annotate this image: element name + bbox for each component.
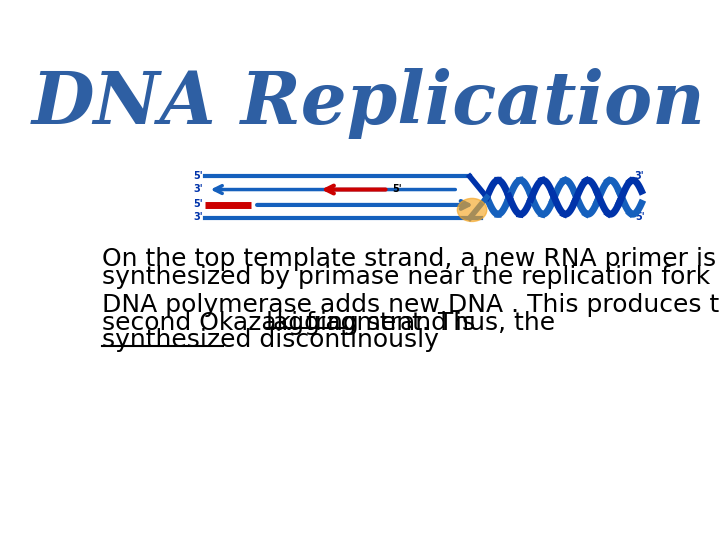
Text: 3': 3' — [635, 171, 644, 181]
Text: 3': 3' — [193, 212, 203, 222]
Text: second Okazaki fragment. Thus, the: second Okazaki fragment. Thus, the — [102, 310, 563, 335]
Text: 5': 5' — [193, 199, 203, 209]
Text: 5': 5' — [635, 212, 644, 222]
Text: 3': 3' — [193, 184, 203, 194]
Text: 3': 3' — [472, 199, 481, 209]
Text: synthesized discontinously: synthesized discontinously — [102, 328, 438, 353]
Text: On the top template strand, a new RNA primer is: On the top template strand, a new RNA pr… — [102, 247, 716, 271]
Text: synthesized by primase near the replication fork: synthesized by primase near the replicat… — [102, 265, 710, 288]
Text: DNA polymerase adds new DNA . This produces the: DNA polymerase adds new DNA . This produ… — [102, 293, 720, 317]
Ellipse shape — [457, 198, 487, 221]
Text: DNA Replication: DNA Replication — [32, 68, 706, 139]
Text: 5': 5' — [392, 184, 402, 194]
Text: 5': 5' — [193, 171, 203, 181]
Text: lagging strand is: lagging strand is — [266, 310, 474, 335]
